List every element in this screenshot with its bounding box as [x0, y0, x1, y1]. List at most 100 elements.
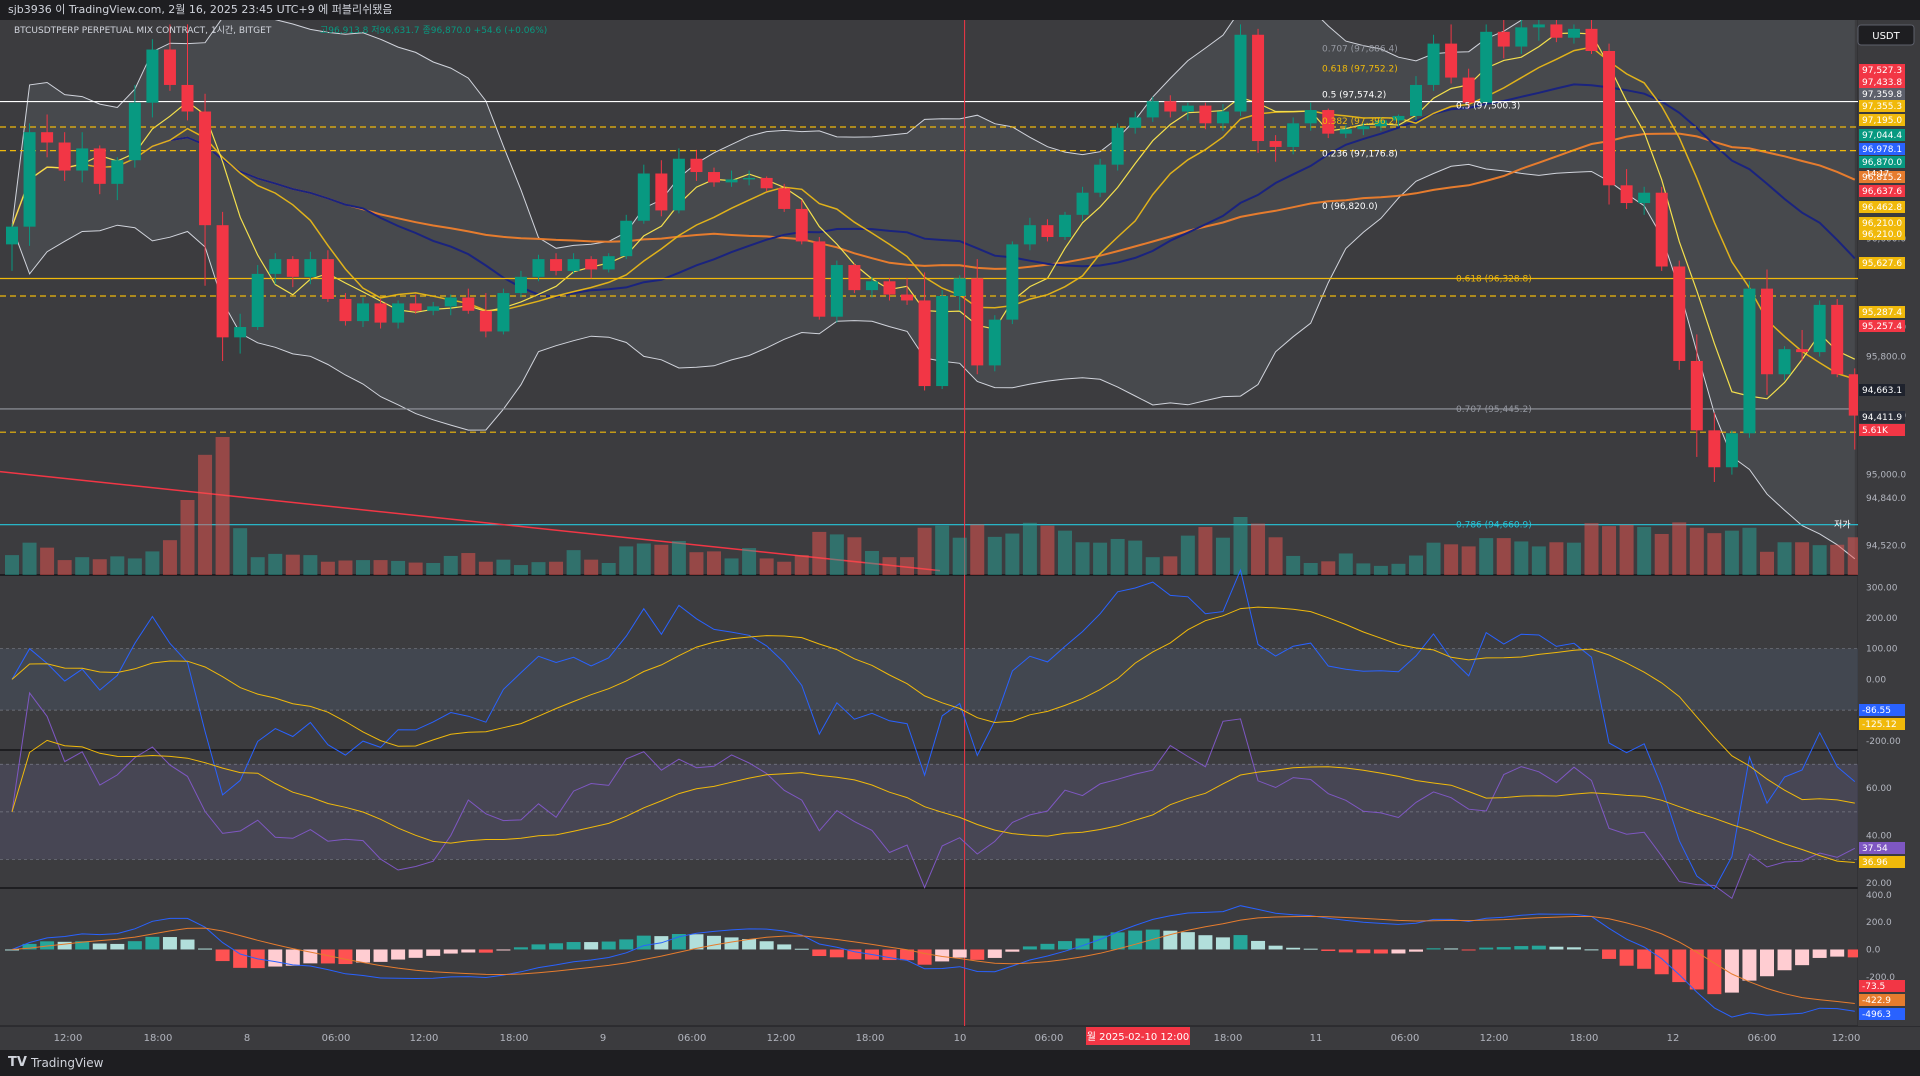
tradingview-logo[interactable]: TV TradingView	[8, 1050, 103, 1076]
volume-bar	[391, 560, 406, 575]
volume-bar	[1373, 565, 1388, 575]
oscillator-badge: -125.12	[1862, 720, 1897, 730]
candle-body	[883, 281, 896, 295]
candle-body	[1392, 115, 1405, 121]
volume-bar	[1549, 542, 1564, 575]
price-label-box	[1859, 171, 1905, 183]
macd-histogram-bar	[1093, 935, 1108, 950]
macd-histogram-bar	[1198, 935, 1213, 950]
price-label: 97,359.8	[1862, 90, 1902, 100]
price-label: 96,210.0	[1862, 230, 1902, 240]
volume-bar	[1251, 523, 1266, 575]
macd-histogram-bar	[285, 949, 300, 966]
volume-bar	[724, 558, 739, 575]
macd-histogram-bar	[1180, 932, 1195, 950]
macd-histogram-bar	[1654, 949, 1669, 975]
low-tag-label: 저가	[1834, 519, 1851, 530]
macd-histogram-bar	[689, 934, 704, 950]
bollinger-lower-line	[11, 163, 1856, 560]
time-tick-label: 12:00	[767, 1033, 796, 1044]
time-tick-label: 18:00	[856, 1033, 885, 1044]
candle-body	[1129, 117, 1142, 128]
macd-histogram-bar	[1321, 949, 1336, 951]
volume-bar	[198, 454, 213, 575]
oscillator-badge: -422.9	[1862, 996, 1891, 1006]
macd-histogram-bar	[1724, 949, 1739, 993]
candle-body	[1023, 225, 1036, 245]
fib-label: 0.236 (97,176.8)	[1322, 149, 1398, 159]
price-label-box	[1859, 114, 1905, 126]
macd-histogram-bar	[531, 944, 546, 950]
candle-body	[1199, 105, 1212, 124]
volume-bar	[1566, 542, 1581, 575]
volume-bar	[882, 557, 897, 575]
candle-body	[848, 265, 861, 291]
rsi-line	[11, 691, 1856, 900]
bollinger-upper-line	[11, 20, 1523, 249]
publish-caption: sjb3936 이 TradingView.com, 2월 16, 2025 2…	[8, 3, 393, 16]
candle-body	[1339, 129, 1352, 134]
candle-body	[1603, 50, 1616, 186]
macd-histogram-bar	[794, 948, 809, 950]
volume-bar	[900, 557, 915, 575]
candle-body	[620, 220, 633, 257]
cci-tick-label: 100.00	[1866, 645, 1898, 655]
macd-histogram-bar	[970, 949, 985, 960]
fib-label: 0.707 (97,886.4)	[1322, 45, 1398, 55]
cci-tick-label: 0.00	[1866, 675, 1886, 685]
candle-body	[1287, 123, 1300, 147]
candle-body	[1094, 164, 1107, 193]
volume-bar	[1496, 538, 1511, 575]
candle-body	[234, 327, 247, 338]
currency-badge[interactable]: USDT	[1872, 31, 1900, 42]
volume-bar	[285, 554, 300, 575]
macd-histogram-bar	[847, 949, 862, 960]
time-tick-label: 12	[1667, 1033, 1680, 1044]
price-label-box	[1859, 156, 1905, 168]
volume-bar	[75, 557, 90, 575]
rsi-tick-label: 20.00	[1866, 879, 1892, 889]
macd-histogram-bar	[1233, 935, 1248, 950]
macd-histogram-bar	[1760, 949, 1774, 977]
volume-bar	[1409, 555, 1423, 575]
volume-bar	[215, 437, 230, 575]
candle-body	[1532, 24, 1545, 28]
volume-bar	[1022, 522, 1037, 575]
publish-caption-bar: sjb3936 이 TradingView.com, 2월 16, 2025 2…	[0, 0, 1920, 20]
volume-bar	[1145, 557, 1160, 575]
volume-bar	[1180, 535, 1195, 575]
crosshair-time-label: 월 2025-02-10 12:00	[1087, 1031, 1190, 1043]
chart-area[interactable]: 96,600.096,000.095,800.095,400.095,000.0…	[0, 20, 1920, 1050]
currency-badge-box[interactable]	[1857, 24, 1915, 46]
macd-histogram-bar	[952, 949, 967, 958]
macd-line	[11, 905, 1855, 1018]
macd-tick-label: 200.0	[1866, 918, 1892, 928]
price-label: 97,433.8	[1862, 78, 1902, 88]
price-label: 94,411.9	[1862, 413, 1902, 423]
volume-bar	[250, 557, 265, 575]
volume-bar	[1830, 544, 1845, 575]
macd-histogram-bar	[1215, 937, 1230, 950]
footer-bar: TV TradingView	[0, 1050, 1920, 1076]
candle-body	[550, 259, 563, 271]
volume-bar	[1672, 522, 1687, 575]
candle-body	[1655, 192, 1668, 267]
candle-body	[795, 208, 808, 242]
macd-histogram-bar	[1461, 949, 1476, 951]
volume-bar	[22, 542, 37, 575]
time-tick-label: 06:00	[322, 1033, 351, 1044]
macd-histogram-bar	[549, 943, 564, 950]
candle-body	[1181, 105, 1194, 112]
macd-histogram-bar	[1496, 947, 1511, 950]
volume-bar	[162, 540, 177, 575]
volume-bar	[1426, 542, 1441, 575]
time-tick-label: 12:00	[1832, 1033, 1861, 1044]
macd-histogram-bar	[92, 943, 107, 950]
candle-body	[1620, 185, 1633, 204]
macd-histogram-bar	[1426, 948, 1441, 950]
macd-histogram-bar	[742, 938, 757, 950]
candle-body	[409, 303, 422, 311]
candle-body	[655, 173, 668, 211]
macd-histogram-bar	[1373, 949, 1388, 954]
fib-label: 0.618 (96,328.8)	[1456, 274, 1532, 284]
